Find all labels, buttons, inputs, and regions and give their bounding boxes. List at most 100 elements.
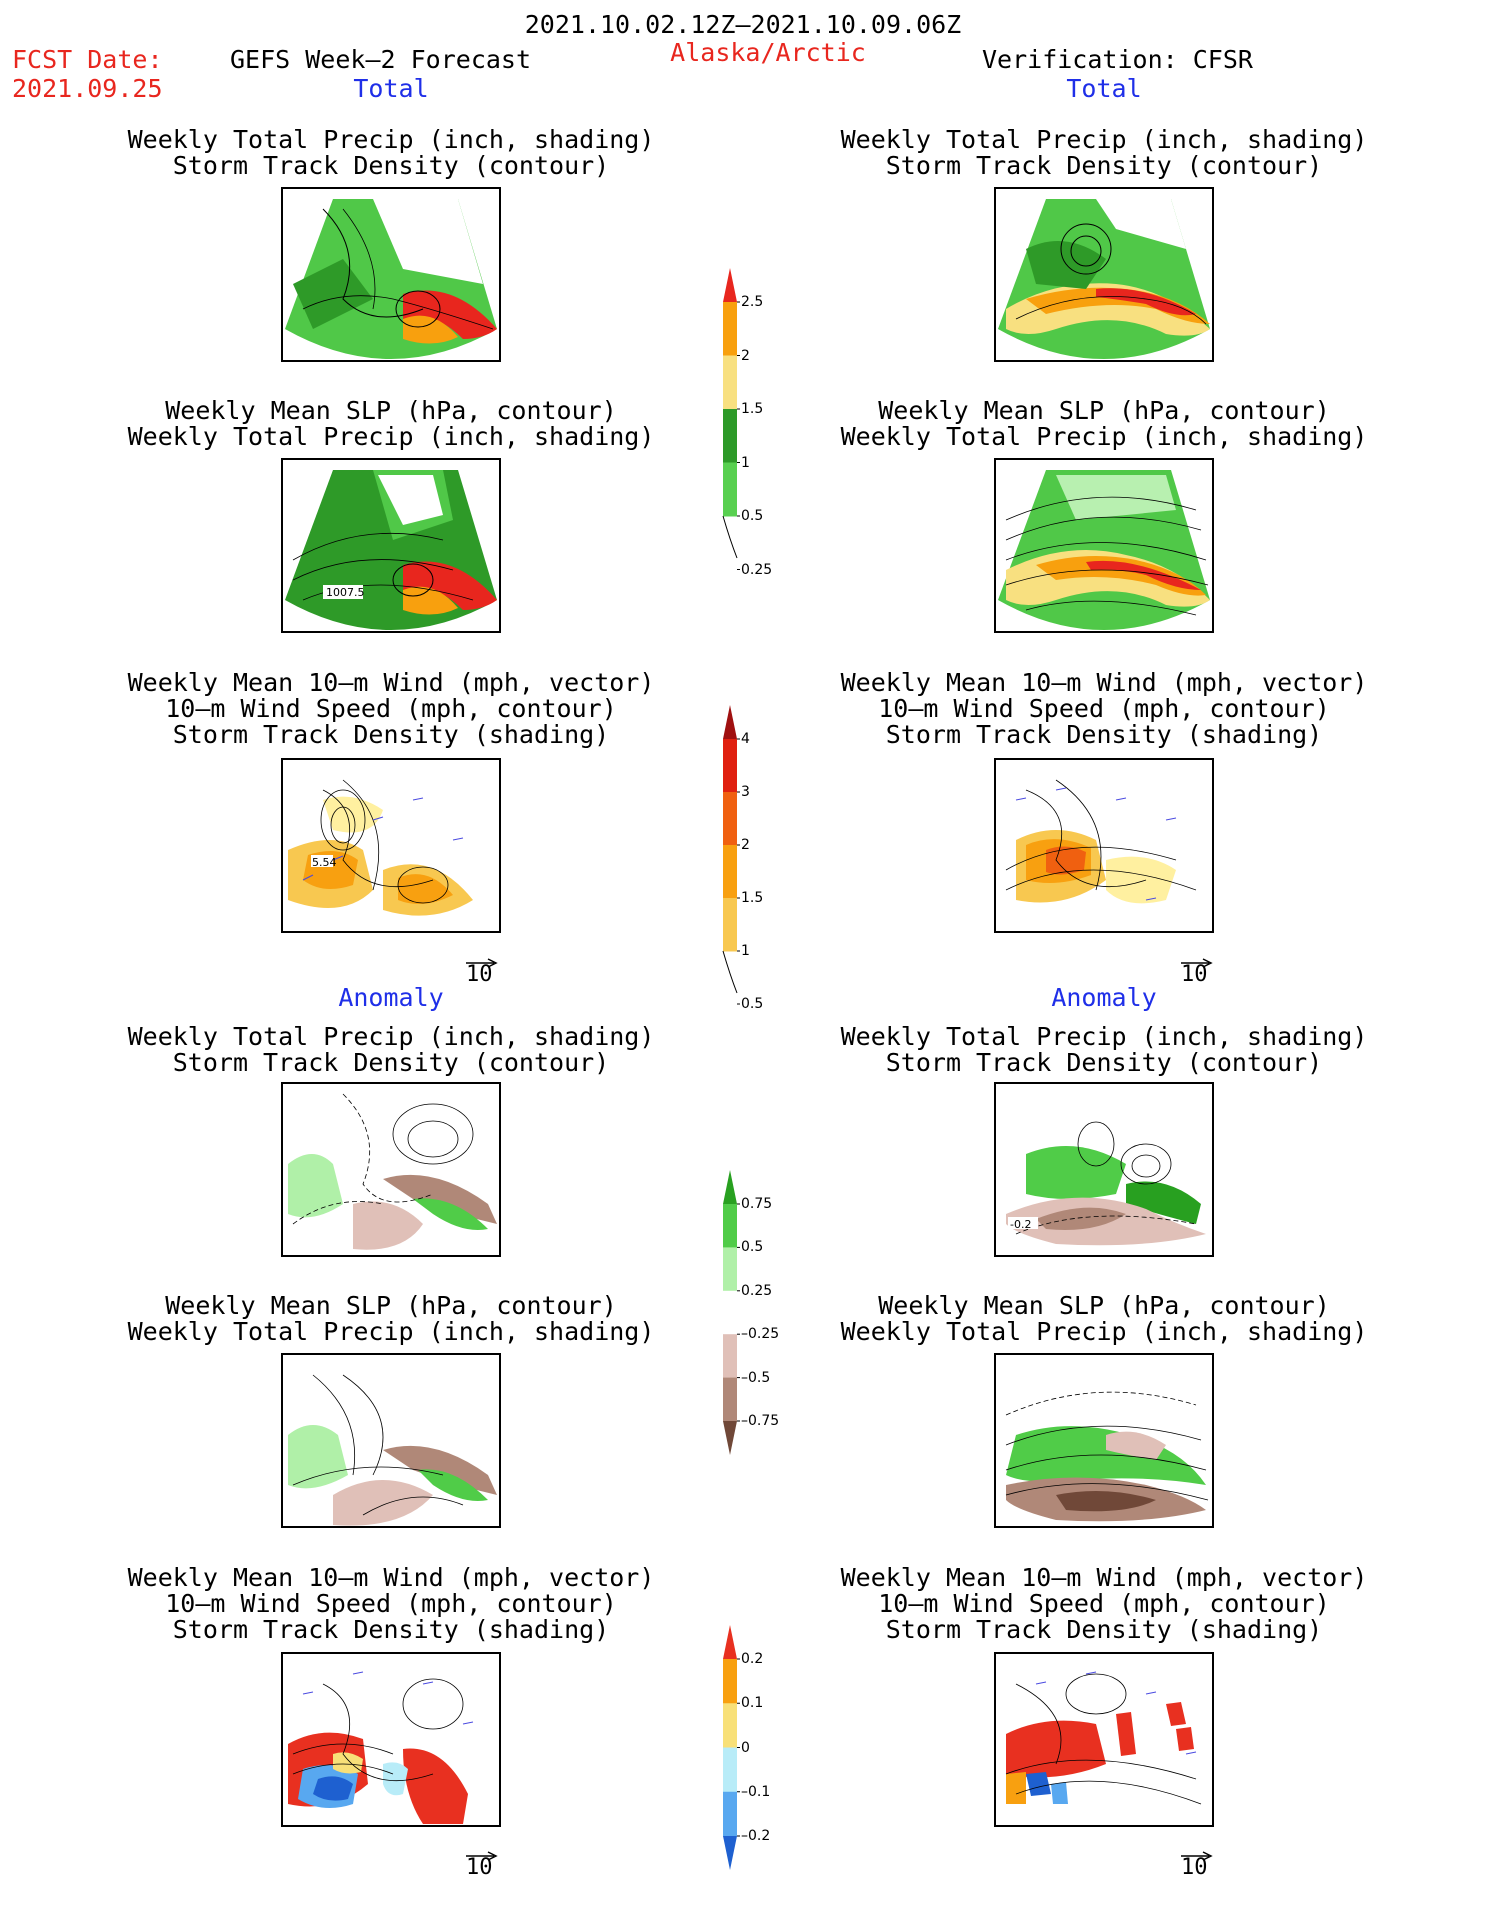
colorbar-tick-label: 0.5 xyxy=(741,1239,764,1256)
panel-title: Storm Track Density (contour) xyxy=(172,1048,610,1077)
map-forecast-anom-precip xyxy=(281,1082,501,1257)
colorbar-tick-label: 4 xyxy=(741,731,750,747)
panel-title: Weekly Total Precip (inch, shading) xyxy=(840,1317,1368,1346)
vector-reference-arrow-icon xyxy=(1181,950,1213,975)
section-total-right: Total xyxy=(1066,74,1142,103)
colorbar-tick-label: 1 xyxy=(741,943,750,959)
colorbar-cap-bottom xyxy=(723,1421,737,1455)
colorbar-cap-bottom xyxy=(722,950,738,994)
colorbar-tick-label: –0.75 xyxy=(741,1413,780,1429)
map-cfsr-anom-wind xyxy=(994,1652,1214,1827)
colorbar-tick-label: 0.5 xyxy=(741,996,764,1012)
section-anomaly-right: Anomaly xyxy=(1051,983,1157,1012)
region-title: Alaska/Arctic xyxy=(670,38,866,67)
map-forecast-anom-slp xyxy=(281,1353,501,1528)
verification-title: Verification: CFSR xyxy=(982,45,1253,74)
map-cfsr-total-precip xyxy=(994,187,1214,362)
panel-title: Storm Track Density (shading) xyxy=(885,1615,1323,1644)
colorbar-graphic xyxy=(722,268,740,570)
colorbar-segment xyxy=(723,1659,737,1704)
colorbar-segment xyxy=(723,1204,737,1248)
map-cfsr-anom-slp xyxy=(994,1353,1214,1528)
panel-title: Storm Track Density (shading) xyxy=(885,720,1323,749)
colorbar-tick-label: 0.1 xyxy=(741,1695,764,1712)
colorbar-tick-label: 0.5 xyxy=(741,508,764,524)
panel-title: 10–m Wind Speed (mph, contour) xyxy=(165,1589,617,1618)
colorbar-cap-bottom xyxy=(722,515,738,559)
colorbar-tick-label: 0.75 xyxy=(741,1196,773,1212)
colorbar-cap-top xyxy=(723,268,737,302)
map-cfsr-anom-precip: -0.2 xyxy=(994,1082,1214,1257)
panel-title: Weekly Total Precip (inch, shading) xyxy=(127,1022,655,1051)
vector-reference-arrow-icon xyxy=(1181,1843,1213,1868)
panel-title: Storm Track Density (contour) xyxy=(885,1048,1323,1077)
colorbar-tick-label: 2 xyxy=(741,837,750,853)
colorbar-segment xyxy=(723,898,737,952)
map-forecast-total-precip xyxy=(281,187,501,362)
panel-title: Weekly Mean SLP (hPa, contour) xyxy=(878,396,1330,425)
panel-title: Weekly Mean 10–m Wind (mph, vector) xyxy=(127,1563,655,1592)
colorbar-segment xyxy=(723,1247,737,1292)
colorbar-tick-label: 0.25 xyxy=(741,1282,773,1299)
contour-label: 5.54 xyxy=(312,856,337,869)
colorbar-cap-top xyxy=(723,1625,737,1659)
colorbar-tick-label: –0.5 xyxy=(741,1369,771,1386)
map-forecast-anom-wind xyxy=(281,1652,501,1827)
vector-reference-label: 10 xyxy=(1181,962,1208,987)
colorbar-segment xyxy=(723,1377,737,1422)
panel-title: Weekly Mean SLP (hPa, contour) xyxy=(165,396,617,425)
colorbar-segment xyxy=(723,409,737,463)
colorbar-segment xyxy=(723,1290,737,1335)
panel-title: Weekly Mean 10–m Wind (mph, vector) xyxy=(127,668,655,697)
colorbar-tick-label: 1.5 xyxy=(741,890,764,906)
panel-title: Weekly Mean SLP (hPa, contour) xyxy=(165,1291,617,1320)
colorbar-segment xyxy=(723,355,737,410)
colorbar-cap-top xyxy=(723,705,737,739)
colorbar-tick-label: 2 xyxy=(741,347,750,364)
colorbar-precip-total: 2.5 2 1.5 1 0.5 0.25 xyxy=(722,268,803,577)
panel-title: Weekly Mean 10–m Wind (mph, vector) xyxy=(840,668,1368,697)
colorbar-tick-label: 3 xyxy=(741,784,750,800)
colorbar-segment xyxy=(723,1334,737,1379)
section-anomaly-left: Anomaly xyxy=(338,983,444,1012)
colorbar-track-total: 4 3 2 1.5 1 0.5 xyxy=(722,705,803,1011)
vector-reference-label: 10 xyxy=(466,1855,493,1880)
contour-label: -0.2 xyxy=(1010,1218,1032,1231)
panel-title: 10–m Wind Speed (mph, contour) xyxy=(878,1589,1330,1618)
map-forecast-slp: 1007.5 xyxy=(281,458,501,633)
fcst-date-value: 2021.09.25 xyxy=(12,74,163,103)
colorbar-tick-label: 1 xyxy=(741,454,750,471)
colorbar-tick-label: –0.25 xyxy=(741,1326,780,1343)
colorbar-segment xyxy=(723,792,737,846)
panel-title: Storm Track Density (contour) xyxy=(885,151,1323,180)
colorbar-segment xyxy=(723,1791,737,1837)
period-title: 2021.10.02.12Z–2021.10.09.06Z xyxy=(524,10,962,39)
vector-reference-label: 10 xyxy=(466,962,493,987)
colorbar-segment xyxy=(723,739,737,793)
colorbar-tick-label: 1.5 xyxy=(741,401,764,417)
vector-reference-label: 10 xyxy=(1181,1855,1208,1880)
colorbar-cap-bottom xyxy=(723,1836,737,1870)
panel-title: Weekly Total Precip (inch, shading) xyxy=(840,1022,1368,1051)
panel-title: Weekly Mean 10–m Wind (mph, vector) xyxy=(840,1563,1368,1592)
panel-title: Weekly Total Precip (inch, shading) xyxy=(840,125,1368,154)
colorbar-track-anom: 0.2 0.1 0 –0.1 –0.2 xyxy=(723,1625,803,1870)
colorbar-tick-label: –0.1 xyxy=(741,1783,771,1800)
model-title: GEFS Week–2 Forecast xyxy=(230,45,532,74)
section-total-left: Total xyxy=(353,74,429,103)
map-forecast-wind: 5.54 xyxy=(281,758,501,933)
colorbar-precip-anom: 0.75 0.5 0.25 –0.25 –0.5 –0.75 xyxy=(723,1170,803,1455)
colorbar-graphic xyxy=(722,705,740,1005)
colorbar-tick-label: 2.5 xyxy=(741,294,764,310)
vector-reference-arrow-icon xyxy=(466,950,498,975)
colorbar-tick-label: 0.25 xyxy=(741,561,773,578)
colorbar-segment xyxy=(723,302,737,356)
panel-title: Weekly Total Precip (inch, shading) xyxy=(127,1317,655,1346)
panel-title: Weekly Total Precip (inch, shading) xyxy=(127,125,655,154)
panel-title: Weekly Total Precip (inch, shading) xyxy=(127,422,655,451)
colorbar-graphic xyxy=(723,1170,740,1455)
colorbar-segment xyxy=(723,1703,737,1748)
colorbar-cap-top xyxy=(723,1170,737,1204)
colorbar-tick-label: 0.2 xyxy=(741,1651,764,1667)
map-cfsr-wind xyxy=(994,758,1214,933)
